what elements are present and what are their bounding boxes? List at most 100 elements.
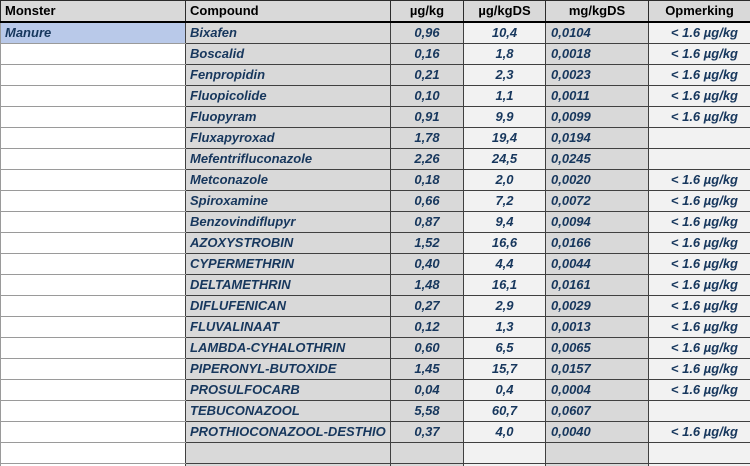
cell-monster[interactable] (0, 253, 186, 275)
cell-ug-kgds[interactable]: 16,6 (463, 232, 546, 254)
cell-ug-kgds[interactable]: 16,1 (463, 274, 546, 296)
cell-opmerking[interactable]: < 1.6 µg/kg (648, 64, 750, 86)
cell-compound[interactable]: Fenpropidin (185, 64, 391, 86)
cell-compound[interactable]: Spiroxamine (185, 190, 391, 212)
cell-ug-kg[interactable]: 0,40 (390, 253, 464, 275)
cell-ug-kgds[interactable]: 19,4 (463, 127, 546, 149)
cell-mg-kgds[interactable] (545, 442, 649, 464)
cell-opmerking[interactable]: < 1.6 µg/kg (648, 253, 750, 275)
cell-compound[interactable] (185, 442, 391, 464)
cell-monster-selected[interactable]: Manure (0, 21, 186, 44)
cell-mg-kgds[interactable]: 0,0094 (545, 211, 649, 233)
cell-opmerking[interactable] (648, 127, 750, 149)
cell-monster[interactable] (0, 274, 186, 296)
cell-compound[interactable]: Metconazole (185, 169, 391, 191)
cell-monster[interactable] (0, 148, 186, 170)
cell-mg-kgds[interactable]: 0,0023 (545, 64, 649, 86)
cell-ug-kg[interactable]: 0,37 (390, 421, 464, 443)
cell-opmerking[interactable]: < 1.6 µg/kg (648, 379, 750, 401)
cell-ug-kgds[interactable]: 9,4 (463, 211, 546, 233)
cell-mg-kgds[interactable]: 0,0011 (545, 85, 649, 107)
cell-compound[interactable]: PROTHIOCONAZOOL-DESTHIO (185, 421, 391, 443)
cell-mg-kgds[interactable]: 0,0029 (545, 295, 649, 317)
header-monster[interactable]: Monster (0, 0, 186, 23)
cell-monster[interactable] (0, 169, 186, 191)
cell-ug-kg[interactable]: 0,18 (390, 169, 464, 191)
cell-compound[interactable]: LAMBDA-CYHALOTHRIN (185, 337, 391, 359)
cell-compound[interactable]: AZOXYSTROBIN (185, 232, 391, 254)
cell-mg-kgds[interactable]: 0,0018 (545, 43, 649, 65)
cell-monster[interactable] (0, 232, 186, 254)
cell-monster[interactable] (0, 421, 186, 443)
cell-opmerking[interactable]: < 1.6 µg/kg (648, 358, 750, 380)
cell-ug-kgds[interactable]: 7,2 (463, 190, 546, 212)
cell-ug-kg[interactable]: 0,04 (390, 379, 464, 401)
cell-monster[interactable] (0, 190, 186, 212)
cell-ug-kg[interactable]: 0,66 (390, 190, 464, 212)
cell-ug-kgds[interactable]: 2,9 (463, 295, 546, 317)
cell-monster[interactable] (0, 43, 186, 65)
cell-compound[interactable]: Bixafen (185, 21, 391, 44)
cell-monster[interactable] (0, 316, 186, 338)
cell-compound[interactable]: DELTAMETHRIN (185, 274, 391, 296)
cell-ug-kg[interactable]: 0,87 (390, 211, 464, 233)
cell-monster[interactable] (0, 400, 186, 422)
cell-opmerking[interactable]: < 1.6 µg/kg (648, 421, 750, 443)
cell-mg-kgds[interactable]: 0,0161 (545, 274, 649, 296)
cell-monster[interactable] (0, 211, 186, 233)
cell-mg-kgds[interactable]: 0,0004 (545, 379, 649, 401)
cell-ug-kgds[interactable]: 2,0 (463, 169, 546, 191)
cell-opmerking[interactable] (648, 442, 750, 464)
cell-compound[interactable]: FLUVALINAAT (185, 316, 391, 338)
cell-ug-kgds[interactable]: 6,5 (463, 337, 546, 359)
cell-mg-kgds[interactable]: 0,0157 (545, 358, 649, 380)
cell-opmerking[interactable] (648, 148, 750, 170)
cell-compound[interactable]: Fluopyram (185, 106, 391, 128)
cell-opmerking[interactable]: < 1.6 µg/kg (648, 106, 750, 128)
cell-compound[interactable]: DIFLUFENICAN (185, 295, 391, 317)
cell-monster[interactable] (0, 379, 186, 401)
cell-opmerking[interactable] (648, 400, 750, 422)
cell-opmerking[interactable]: < 1.6 µg/kg (648, 232, 750, 254)
cell-ug-kgds[interactable]: 4,0 (463, 421, 546, 443)
cell-monster[interactable] (0, 127, 186, 149)
cell-compound[interactable]: TEBUCONAZOOL (185, 400, 391, 422)
cell-ug-kg[interactable] (390, 442, 464, 464)
cell-ug-kgds[interactable]: 9,9 (463, 106, 546, 128)
cell-ug-kgds[interactable]: 2,3 (463, 64, 546, 86)
header-compound[interactable]: Compound (185, 0, 391, 23)
cell-mg-kgds[interactable]: 0,0194 (545, 127, 649, 149)
cell-mg-kgds[interactable]: 0,0166 (545, 232, 649, 254)
cell-monster[interactable] (0, 85, 186, 107)
cell-ug-kgds[interactable]: 15,7 (463, 358, 546, 380)
cell-ug-kg[interactable]: 0,16 (390, 43, 464, 65)
cell-opmerking[interactable]: < 1.6 µg/kg (648, 43, 750, 65)
cell-mg-kgds[interactable]: 0,0020 (545, 169, 649, 191)
cell-opmerking[interactable]: < 1.6 µg/kg (648, 274, 750, 296)
cell-ug-kgds[interactable]: 60,7 (463, 400, 546, 422)
cell-ug-kg[interactable]: 0,60 (390, 337, 464, 359)
cell-mg-kgds[interactable]: 0,0607 (545, 400, 649, 422)
cell-mg-kgds[interactable]: 0,0072 (545, 190, 649, 212)
cell-ug-kg[interactable]: 1,78 (390, 127, 464, 149)
cell-monster[interactable] (0, 442, 186, 464)
cell-mg-kgds[interactable]: 0,0099 (545, 106, 649, 128)
header-mg-kgds[interactable]: mg/kgDS (545, 0, 649, 23)
cell-ug-kg[interactable]: 0,12 (390, 316, 464, 338)
cell-ug-kg[interactable]: 1,48 (390, 274, 464, 296)
cell-compound[interactable]: PROSULFOCARB (185, 379, 391, 401)
cell-ug-kg[interactable]: 0,27 (390, 295, 464, 317)
cell-mg-kgds[interactable]: 0,0245 (545, 148, 649, 170)
header-ug-kgds[interactable]: µg/kgDS (463, 0, 546, 23)
cell-compound[interactable]: Mefentrifluconazole (185, 148, 391, 170)
cell-compound[interactable]: Fluopicolide (185, 85, 391, 107)
cell-ug-kg[interactable]: 0,10 (390, 85, 464, 107)
cell-ug-kg[interactable]: 0,96 (390, 21, 464, 44)
cell-ug-kg[interactable]: 1,52 (390, 232, 464, 254)
cell-opmerking[interactable]: < 1.6 µg/kg (648, 316, 750, 338)
cell-mg-kgds[interactable]: 0,0013 (545, 316, 649, 338)
cell-ug-kgds[interactable]: 1,3 (463, 316, 546, 338)
cell-opmerking[interactable]: < 1.6 µg/kg (648, 337, 750, 359)
cell-opmerking[interactable]: < 1.6 µg/kg (648, 190, 750, 212)
cell-mg-kgds[interactable]: 0,0065 (545, 337, 649, 359)
